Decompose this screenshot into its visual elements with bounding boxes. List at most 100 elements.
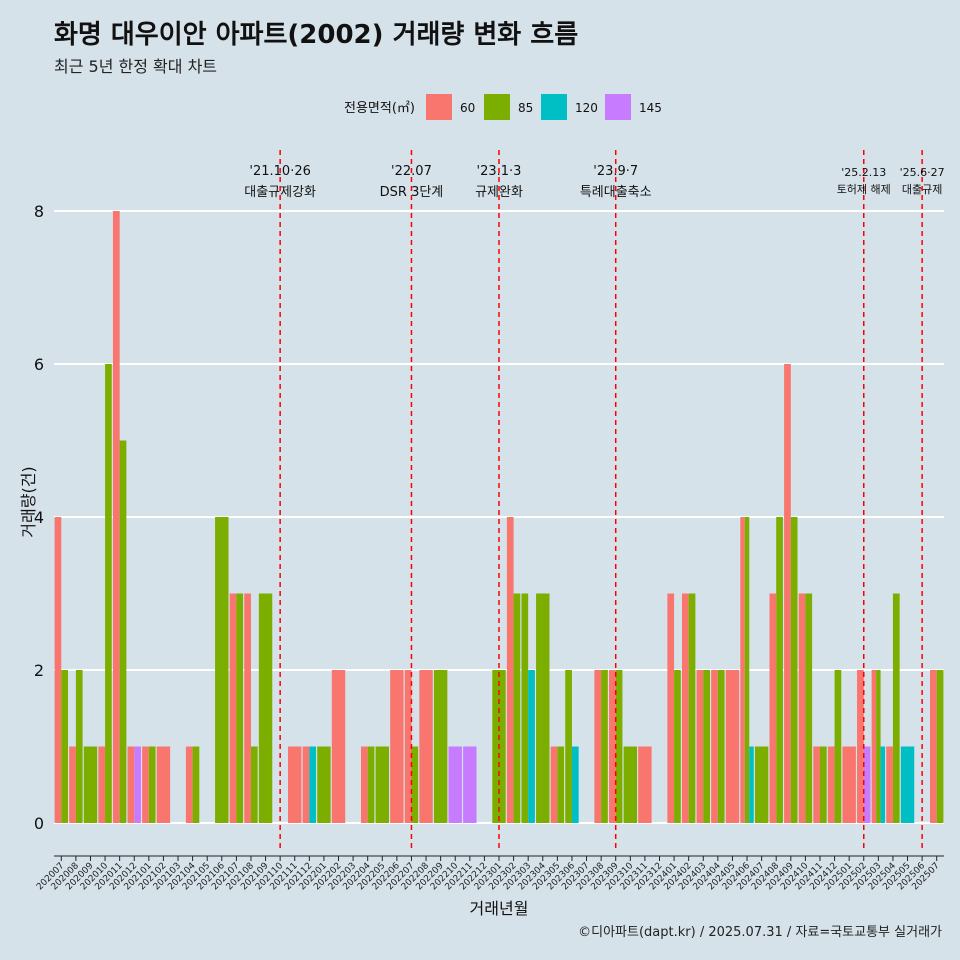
bar-85-202403 xyxy=(703,670,710,823)
bar-85-202310 xyxy=(623,746,638,823)
bar-85-202303 xyxy=(521,593,529,823)
bar-85-202411 xyxy=(819,746,827,823)
bar-85-202204 xyxy=(367,746,375,823)
bar-85-202410 xyxy=(805,593,813,823)
bar-85-202106 xyxy=(215,517,229,823)
bar-60-202207 xyxy=(404,670,412,823)
x-axis-title: 거래년월 xyxy=(470,899,529,918)
bar-60-202206 xyxy=(390,670,404,823)
bar-60-202208 xyxy=(419,670,433,823)
bar-85-202304 xyxy=(536,593,550,823)
bar-85-202011 xyxy=(119,440,127,823)
bar-60-202305 xyxy=(550,746,558,823)
event-label-202207: DSR 3단계 xyxy=(380,185,444,200)
legend-swatch-120 xyxy=(541,94,567,120)
y-tick-label: 0 xyxy=(34,814,44,833)
event-date-202502: '25.2.13 xyxy=(841,166,886,179)
bar-120-202406 xyxy=(749,746,754,823)
bar-60-202504 xyxy=(886,746,893,823)
bar-85-202305 xyxy=(557,746,565,823)
bar-85-202412 xyxy=(834,670,842,823)
bar-85-202205 xyxy=(375,746,389,823)
bar-120-202505 xyxy=(900,746,915,823)
bar-120-202112 xyxy=(309,746,317,823)
bar-85-202302 xyxy=(513,593,521,823)
bar-85-202207 xyxy=(411,746,419,823)
legend-label-60: 60 xyxy=(460,101,475,115)
bar-85-202402 xyxy=(688,593,696,823)
bar-145-202012 xyxy=(134,746,141,823)
bar-145-202211 xyxy=(463,746,477,823)
bar-120-202306 xyxy=(571,746,579,823)
bar-60-202408 xyxy=(769,593,777,823)
event-date-202207: '22.07 xyxy=(391,164,432,179)
bar-85-202409 xyxy=(790,517,798,823)
bar-60-202309 xyxy=(609,670,616,823)
bar-85-202009 xyxy=(83,746,98,823)
bar-85-202404 xyxy=(717,670,725,823)
bar-120-202303 xyxy=(528,670,535,823)
bar-85-202101 xyxy=(148,746,156,823)
legend-swatch-85 xyxy=(484,94,510,120)
legend-label-145: 145 xyxy=(639,101,662,115)
bar-60-202405 xyxy=(725,670,740,823)
y-tick-label: 2 xyxy=(34,661,44,680)
event-date-202309: '23.9·7 xyxy=(593,164,638,179)
bar-60-202402 xyxy=(681,593,689,823)
event-label-202301: 규제완화 xyxy=(475,185,523,200)
chart-title: 화명 대우이안 아파트(2002) 거래량 변화 흐름 xyxy=(54,20,579,50)
bar-60-202104 xyxy=(185,746,193,823)
bar-60-202101 xyxy=(142,746,149,823)
bar-85-202010 xyxy=(105,364,112,823)
bar-85-202408 xyxy=(776,517,783,823)
bar-60-202503 xyxy=(871,670,877,823)
y-tick-label: 4 xyxy=(34,508,44,527)
bar-60-202403 xyxy=(696,670,704,823)
event-date-202301: '23.1·3 xyxy=(477,164,522,179)
legend-title: 전용면적(㎡) xyxy=(344,101,415,116)
legend-swatch-145 xyxy=(605,94,631,120)
bar-85-202504 xyxy=(892,593,900,823)
bar-60-202112 xyxy=(302,746,310,823)
bar-60-202507 xyxy=(929,670,937,823)
bar-85-202108 xyxy=(250,746,258,823)
bar-60-202409 xyxy=(784,364,791,823)
y-axis-title: 거래량(건) xyxy=(19,466,38,537)
bar-60-202412 xyxy=(827,746,835,823)
bar-60-202202 xyxy=(331,670,346,823)
bar-60-202401 xyxy=(667,593,675,823)
bar-60-202406 xyxy=(740,517,745,823)
bar-85-202008 xyxy=(75,670,83,823)
bar-85-202407 xyxy=(754,746,769,823)
bar-60-202102 xyxy=(156,746,171,823)
bar-60-202007 xyxy=(54,517,62,823)
y-tick-label: 6 xyxy=(34,355,44,374)
bar-85-202007 xyxy=(61,670,69,823)
bar-60-202311 xyxy=(638,746,652,823)
chart-caption: ©디아파트(dapt.kr) / 2025.07.31 / 자료=국토교통부 실… xyxy=(578,925,942,940)
legend-label-120: 120 xyxy=(575,101,598,115)
bar-85-202308 xyxy=(601,670,608,823)
bar-85-202306 xyxy=(565,670,572,823)
legend-label-85: 85 xyxy=(518,101,533,115)
bar-85-202401 xyxy=(674,670,681,823)
bar-85-202309 xyxy=(615,670,623,823)
bar-85-202107 xyxy=(236,593,244,823)
event-date-202506: '25.6·27 xyxy=(900,166,945,179)
bar-85-202201 xyxy=(317,746,331,823)
bar-120-202503 xyxy=(880,746,886,823)
bar-60-202302 xyxy=(506,517,514,823)
bar-60-202107 xyxy=(229,593,237,823)
bar-60-202111 xyxy=(288,746,302,823)
bar-60-202012 xyxy=(127,746,135,823)
bar-60-202204 xyxy=(360,746,368,823)
event-label-202506: 대출규제 xyxy=(902,183,942,196)
bar-60-202008 xyxy=(69,746,76,823)
bar-60-202501 xyxy=(842,746,856,823)
bar-85-202209 xyxy=(433,670,448,823)
bar-85-202109 xyxy=(258,593,273,823)
bar-60-202308 xyxy=(594,670,602,823)
bar-85-202503 xyxy=(876,670,881,823)
event-label-202110: 대출규제강화 xyxy=(244,185,316,200)
